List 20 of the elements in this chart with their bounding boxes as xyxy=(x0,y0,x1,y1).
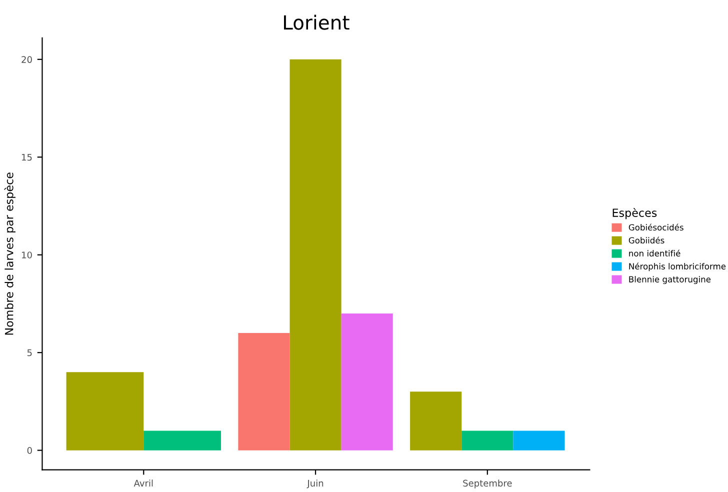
bar xyxy=(341,313,393,450)
legend-label: Gobiésocidés xyxy=(628,224,684,231)
y-tick-label: 20 xyxy=(22,56,32,63)
y-tick-label: 10 xyxy=(22,252,32,258)
bar xyxy=(410,392,462,450)
legend-label: Gobiidés xyxy=(628,236,664,244)
legend-label: Blennie gattorugine xyxy=(629,276,711,284)
chart-title: Lorient xyxy=(284,14,350,30)
x-tick-label: Avril xyxy=(134,480,153,486)
y-tick-label: 5 xyxy=(27,349,32,356)
y-axis-title: Nombre de larves par espèce xyxy=(4,172,16,335)
bar xyxy=(238,333,290,450)
legend-label: non identifié xyxy=(629,250,680,256)
y-tick-label: 15 xyxy=(22,154,32,161)
x-tick-label: Juin xyxy=(306,480,324,488)
legend-label: Nérophis lombriciforme xyxy=(629,262,726,272)
x-tick-label: Septembre xyxy=(463,480,512,488)
y-tick-label: 0 xyxy=(27,447,32,454)
bar xyxy=(513,430,565,450)
legend-title: Espèces xyxy=(612,208,657,220)
